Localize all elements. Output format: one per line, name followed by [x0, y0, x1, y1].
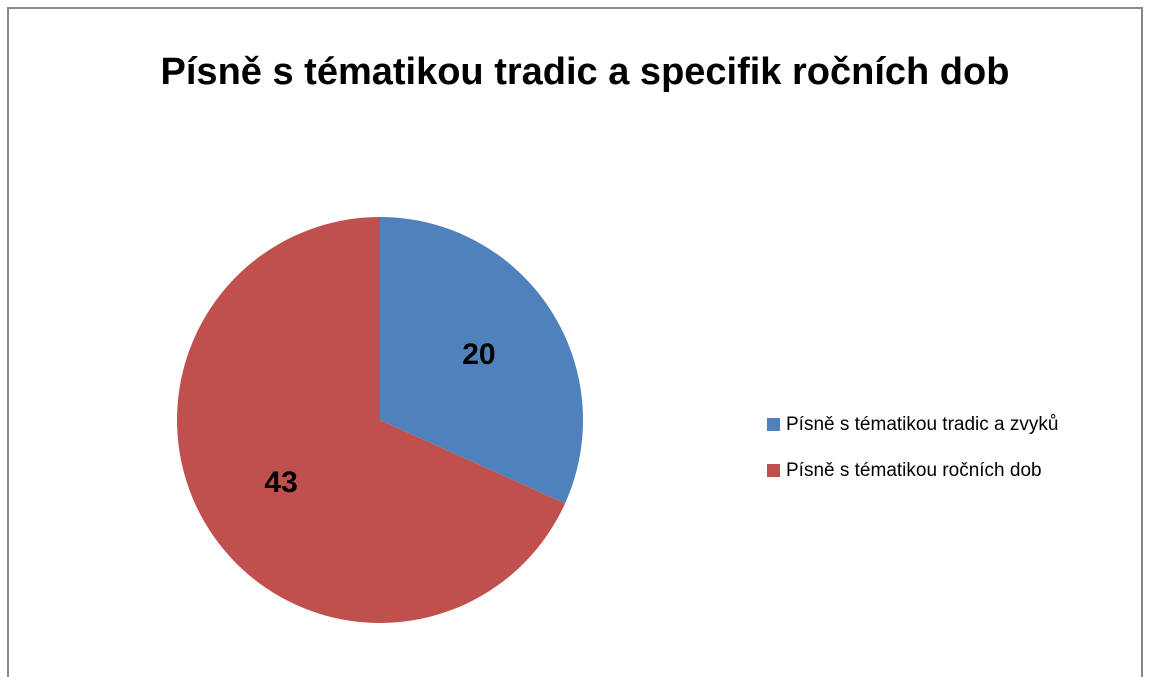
pie-slice	[176, 217, 566, 623]
legend-swatch	[767, 464, 780, 477]
pie-slice	[380, 217, 583, 504]
legend-swatch	[767, 418, 780, 431]
chart-title: Písně s tématikou tradic a specifik ročn…	[160, 51, 1010, 93]
data-label: 20	[462, 338, 495, 371]
legend-label: Písně s tématikou ročních dob	[786, 460, 1042, 481]
data-label: 43	[264, 466, 297, 499]
legend-label: Písně s tématikou tradic a zvyků	[786, 414, 1058, 435]
chart-border	[7, 7, 1143, 677]
